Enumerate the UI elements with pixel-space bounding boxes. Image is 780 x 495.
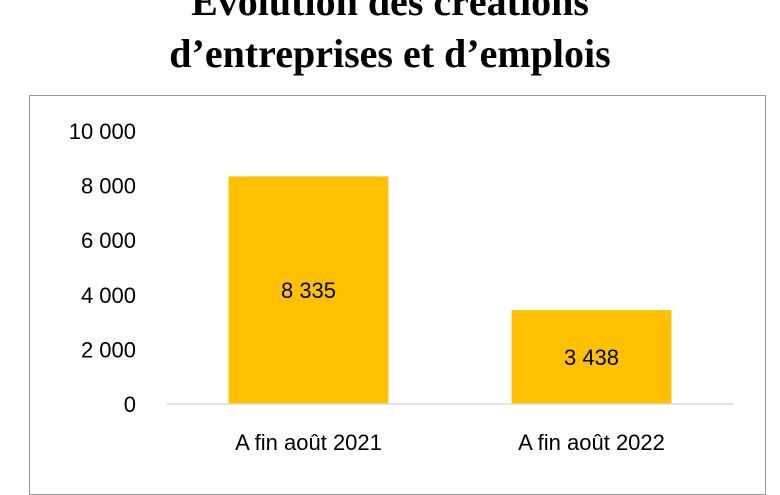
data-labels: 8 335 3 438 xyxy=(281,278,619,370)
y-tick-label: 6 000 xyxy=(81,228,136,253)
chart-title-line1: Évolution des créations xyxy=(191,0,589,24)
y-tick-label: 8 000 xyxy=(81,174,136,199)
bar-chart: 0 2 000 4 000 6 000 8 000 10 000 8 335 3 438 A… xyxy=(69,119,733,455)
data-label: 8 335 xyxy=(281,278,336,303)
bar xyxy=(228,176,389,404)
chart-title-line2: d’entreprises et d’emplois xyxy=(169,31,611,76)
x-category-label: A fin août 2021 xyxy=(235,430,382,455)
y-tick-label: 0 xyxy=(124,392,136,417)
y-tick-label: 2 000 xyxy=(81,337,136,362)
data-label: 3 438 xyxy=(564,345,619,370)
bar xyxy=(511,310,672,404)
y-tick-label: 4 000 xyxy=(81,283,136,308)
y-tick-label: 10 000 xyxy=(69,119,136,144)
bars xyxy=(228,176,672,404)
y-axis-ticks: 0 2 000 4 000 6 000 8 000 10 000 xyxy=(69,119,136,417)
category-labels: A fin août 2021 A fin août 2022 xyxy=(235,430,665,455)
x-category-label: A fin août 2022 xyxy=(518,430,665,455)
